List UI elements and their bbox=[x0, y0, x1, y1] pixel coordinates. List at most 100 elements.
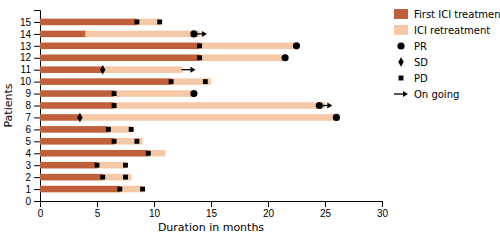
arrow-head bbox=[191, 67, 196, 73]
bar bbox=[40, 31, 86, 38]
y-tick: 7 bbox=[25, 112, 40, 123]
marker bbox=[169, 79, 174, 84]
y-tick: 4 bbox=[25, 148, 40, 159]
marker bbox=[197, 43, 202, 48]
x-tick: 30 bbox=[377, 201, 389, 219]
legend-item: SD bbox=[398, 57, 428, 68]
y-tick-label: 7 bbox=[25, 112, 31, 123]
marker bbox=[333, 114, 340, 121]
x-tick-label: 0 bbox=[38, 208, 44, 219]
y-tick-mark bbox=[34, 46, 40, 47]
marker bbox=[100, 175, 105, 180]
x-tick: 20 bbox=[263, 201, 275, 219]
bar bbox=[40, 174, 103, 181]
bar bbox=[40, 150, 148, 157]
y-tick: 8 bbox=[25, 100, 40, 111]
bar bbox=[108, 126, 131, 133]
y-tick-label: 14 bbox=[20, 29, 32, 40]
y-tick-label: 13 bbox=[20, 41, 32, 52]
marker-series bbox=[190, 30, 340, 121]
bar bbox=[114, 138, 143, 145]
x-tick: 10 bbox=[149, 201, 161, 219]
legend-label: ICI retreatment bbox=[414, 25, 490, 36]
x-axis: 0 5 10 15 20 25 30 bbox=[38, 201, 389, 219]
y-tick: 13 bbox=[20, 41, 40, 52]
legend-swatch bbox=[394, 91, 408, 97]
marker bbox=[100, 65, 105, 74]
x-tick-label: 10 bbox=[149, 208, 161, 219]
y-tick: 6 bbox=[25, 124, 40, 135]
bar bbox=[137, 19, 160, 26]
y-tick-label: 12 bbox=[20, 52, 32, 63]
bar bbox=[120, 186, 143, 193]
x-tick: 5 bbox=[95, 201, 101, 219]
x-tick-mark bbox=[211, 201, 212, 207]
legend-swatch bbox=[394, 9, 408, 19]
bar bbox=[114, 102, 325, 109]
y-tick: 11 bbox=[21, 64, 40, 75]
y-tick-label: 0 bbox=[25, 196, 31, 207]
y-tick-label: 11 bbox=[21, 64, 32, 75]
bar bbox=[40, 54, 200, 61]
marker bbox=[123, 175, 128, 180]
bar bbox=[40, 126, 108, 133]
bar-series bbox=[80, 19, 337, 193]
legend-item: On going bbox=[394, 89, 459, 100]
x-axis-title: Duration in months bbox=[158, 221, 264, 234]
y-tick: 5 bbox=[25, 136, 40, 147]
y-tick-mark bbox=[34, 141, 40, 142]
marker bbox=[197, 55, 202, 60]
bar bbox=[103, 174, 132, 181]
y-tick: 1 bbox=[25, 184, 40, 195]
plot: 0510152025300123456789101112131415 bbox=[20, 11, 389, 220]
legend-swatch bbox=[399, 76, 404, 81]
y-tick-label: 1 bbox=[25, 184, 31, 195]
marker bbox=[146, 151, 151, 156]
x-tick: 25 bbox=[320, 201, 332, 219]
y-tick-mark bbox=[34, 106, 40, 107]
legend-label: PR bbox=[414, 41, 427, 52]
x-tick-label: 15 bbox=[206, 208, 218, 219]
bar bbox=[40, 102, 114, 109]
marker bbox=[112, 103, 117, 108]
ongoing-arrow bbox=[318, 103, 332, 109]
legend-item: PR bbox=[397, 41, 427, 52]
y-tick-mark bbox=[34, 70, 40, 71]
x-tick-mark bbox=[97, 201, 98, 207]
y-tick-label: 6 bbox=[25, 124, 31, 135]
marks bbox=[40, 19, 340, 193]
x-axis-line bbox=[41, 202, 383, 208]
y-tick: 2 bbox=[25, 172, 40, 183]
x-tick: 0 bbox=[38, 201, 44, 219]
marker bbox=[134, 139, 139, 144]
bar bbox=[200, 54, 286, 61]
y-tick: 9 bbox=[25, 88, 40, 99]
x-tick: 15 bbox=[206, 201, 218, 219]
y-axis-line bbox=[34, 11, 41, 202]
y-axis: 0123456789101112131415 bbox=[20, 11, 41, 207]
chart: 0510152025300123456789101112131415Durati… bbox=[0, 0, 500, 235]
marker bbox=[203, 79, 208, 84]
bar bbox=[171, 78, 211, 85]
x-tick-label: 5 bbox=[95, 208, 101, 219]
y-tick-mark bbox=[34, 82, 40, 83]
legend-label: On going bbox=[414, 89, 459, 100]
bar bbox=[40, 78, 171, 85]
x-tick-mark bbox=[268, 201, 269, 207]
bar bbox=[200, 43, 297, 50]
marker-series bbox=[182, 31, 333, 109]
bar bbox=[103, 66, 183, 73]
y-tick-mark bbox=[34, 153, 40, 154]
arrow-head bbox=[403, 91, 408, 97]
y-tick-label: 10 bbox=[20, 76, 32, 87]
marker bbox=[140, 187, 145, 192]
y-tick-label: 3 bbox=[25, 160, 31, 171]
y-tick: 12 bbox=[20, 52, 40, 63]
y-tick-mark bbox=[34, 22, 40, 23]
arrow-head bbox=[202, 31, 207, 37]
bar bbox=[97, 162, 126, 169]
y-tick-mark bbox=[34, 117, 40, 118]
arrow-head bbox=[327, 103, 332, 109]
y-axis-title: Patients bbox=[2, 83, 15, 127]
y-tick: 3 bbox=[25, 160, 40, 171]
